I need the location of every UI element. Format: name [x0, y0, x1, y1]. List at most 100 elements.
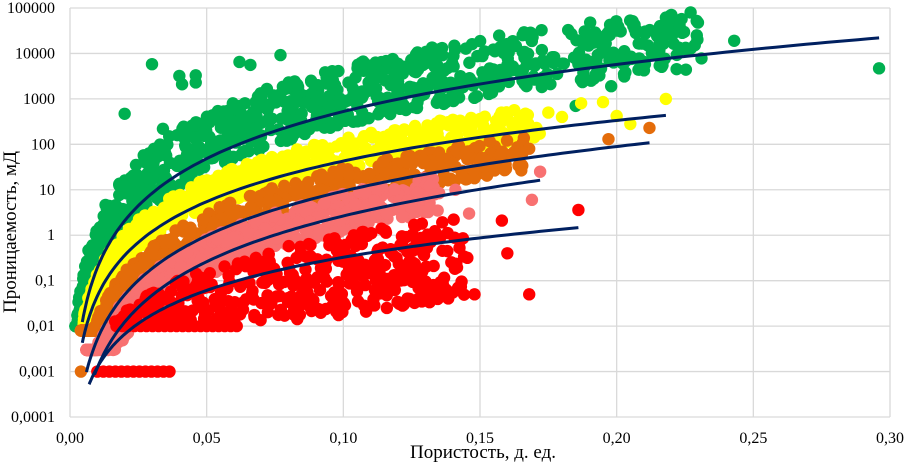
class-1-green-point: [605, 22, 619, 36]
class-3-orange-point: [376, 155, 390, 168]
x-tick-label: 0,25: [739, 430, 767, 447]
class-1-green-point: [535, 43, 549, 57]
class-5-red-point: [176, 309, 189, 323]
class-1-green-point: [684, 6, 697, 19]
class-1-green-point: [440, 95, 453, 109]
class-1-green-point: [349, 71, 362, 84]
class-1-green-point: [99, 198, 112, 212]
class-3-orange-point: [493, 149, 507, 162]
class-3-orange-point: [196, 213, 210, 226]
class-5-red-point: [198, 307, 212, 321]
class-1-green-point: [583, 16, 597, 29]
class-1-green-point: [430, 96, 444, 109]
class-1-green-point: [506, 63, 519, 77]
class-3-orange-point: [262, 194, 276, 207]
class-3-orange-point: [278, 179, 291, 193]
class-1-green-point: [379, 54, 393, 68]
class-1-green-point: [384, 101, 397, 115]
class-1-green-point: [236, 145, 250, 159]
class-1-green-point: [359, 57, 372, 71]
class-1-green-point: [521, 58, 534, 71]
class-5-red-point: [304, 250, 317, 263]
class-1-green-point: [595, 46, 608, 59]
class-1-green-point: [518, 77, 531, 91]
class-1-green-point: [468, 91, 481, 105]
class-3-orange-point: [303, 183, 316, 197]
class-2-yellow-point: [542, 106, 555, 119]
class-4-pink-point: [368, 194, 381, 207]
class-1-green-point: [233, 55, 246, 69]
class-1-green-point: [493, 41, 507, 54]
x-axis-title: Пористость, д. ед.: [410, 442, 556, 463]
class-5-red-point: [357, 225, 370, 239]
class-4-pink-point: [267, 210, 281, 223]
class-5-red-point: [278, 309, 291, 322]
class-1-green-point: [244, 58, 257, 72]
class-5-red-point: [403, 292, 416, 306]
class-4-pink-point: [210, 233, 224, 246]
class-3-orange-point: [103, 292, 117, 305]
class-1-green-point: [281, 113, 295, 127]
class-2-yellow-point: [462, 126, 476, 140]
class-5-red-point: [319, 262, 333, 275]
class-1-green-point: [578, 25, 591, 38]
y-tick-label: 100: [31, 136, 55, 153]
class-1-green-point: [238, 97, 252, 110]
class-1-green-point: [579, 53, 593, 66]
class-3-orange-point: [74, 365, 88, 378]
class-5-red-point: [332, 278, 346, 291]
class-4-pink-point: [380, 207, 394, 220]
class-1-green-point: [547, 56, 560, 70]
class-4-pink-point: [395, 210, 409, 224]
class-1-green-point: [406, 81, 420, 94]
class-1-green-point: [220, 123, 233, 136]
class-1-green-point: [590, 28, 603, 41]
y-tick-labels: 100000 10000 1000 100 10 1 0,1 0,01 0,001 0,0001: [7, 0, 55, 426]
class-1-green-point: [535, 23, 548, 37]
class-1-green-point: [157, 164, 171, 177]
class-1-green-point: [567, 51, 581, 64]
y-tick-label: 10000: [15, 45, 55, 62]
class-1-green-point: [191, 148, 204, 161]
class-4-pink-point: [227, 231, 240, 244]
class-4-pink-point: [302, 225, 316, 238]
class-5-red-point: [413, 264, 426, 278]
class-1-green-point: [263, 98, 277, 111]
class-4-pink-point: [359, 186, 372, 200]
class-4-pink-point: [533, 165, 547, 178]
class-5-red-point: [399, 230, 413, 244]
class-1-green-point: [681, 44, 694, 57]
class-5-red-point: [359, 278, 372, 292]
class-1-green-point: [478, 45, 491, 58]
class-5-red-point: [295, 278, 308, 291]
class-1-green-point: [408, 100, 421, 114]
class-5-red-point: [495, 214, 509, 227]
class-5-red-point: [442, 292, 455, 305]
class-5-red-point: [347, 229, 360, 242]
class-1-green-point: [196, 128, 209, 142]
class-1-green-point: [629, 23, 643, 36]
class-5-red-point: [369, 274, 383, 287]
class-1-green-point: [334, 98, 347, 112]
class-1-green-point: [408, 65, 421, 78]
class-1-green-point: [670, 62, 683, 76]
class-1-green-point: [326, 64, 339, 78]
class-4-pink-point: [348, 198, 362, 211]
class-1-green-point: [213, 114, 227, 128]
class-1-green-point: [524, 26, 537, 39]
class-4-pink-point: [312, 227, 325, 240]
class-5-red-point: [375, 222, 388, 235]
class-5-red-point: [277, 275, 291, 289]
class-5-red-point: [523, 288, 536, 301]
class-3-orange-point: [512, 159, 525, 172]
class-1-green-point: [304, 74, 318, 87]
x-tick-label: 0,30: [876, 430, 904, 447]
class-5-red-point: [281, 291, 295, 305]
class-2-yellow-point: [267, 160, 281, 174]
class-1-green-point: [463, 56, 476, 69]
class-1-green-point: [189, 76, 202, 89]
class-2-yellow-point: [132, 213, 146, 226]
class-1-green-point: [156, 122, 170, 135]
class-1-green-point: [673, 19, 686, 32]
class-5-red-point: [314, 306, 327, 319]
